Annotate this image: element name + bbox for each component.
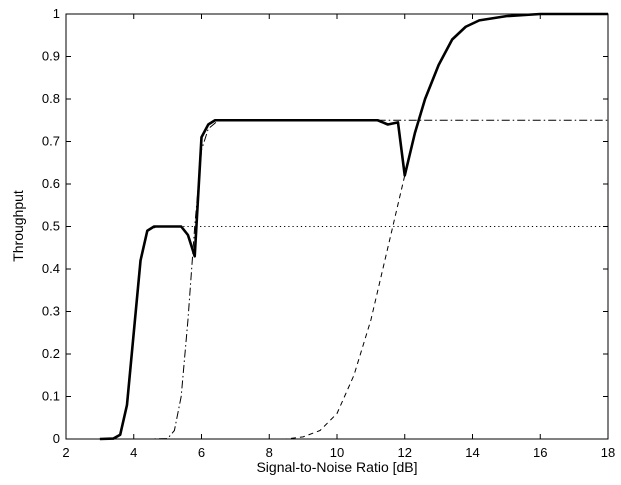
x-axis-title: Signal-to-Noise Ratio [dB] [256,459,417,475]
series-line-solid-bold [99,12,608,441]
x-tick-label: 10 [330,445,344,460]
y-tick-label: 0 [53,431,60,446]
y-tick-label: 0.7 [42,134,60,149]
y-tick-label: 0.1 [42,389,60,404]
series-layer [66,12,608,441]
x-tick-label: 4 [130,445,137,460]
y-tick-label: 0.3 [42,304,60,319]
plot-area [65,13,609,440]
x-tick-label: 6 [198,445,205,460]
x-tick-label: 12 [398,445,412,460]
x-tick-label: 18 [601,445,615,460]
y-tick-label: 0.2 [42,346,60,361]
series-line-dash-dot [66,119,608,440]
x-tick-label: 14 [465,445,479,460]
x-axis: 2 4 6 8 10 12 14 16 18 [62,14,615,460]
x-tick-label: 16 [533,445,547,460]
y-axis: 0 0.1 0.2 0.3 0.4 0.5 0.6 0.7 0.8 0.9 1 [42,6,608,446]
y-tick-label: 0.8 [42,91,60,106]
y-axis-title: Throughput [10,190,26,262]
y-tick-label: 0.9 [42,49,60,64]
y-tick-label: 1 [53,6,60,21]
y-tick-label: 0.5 [42,219,60,234]
x-tick-label: 8 [266,445,273,460]
y-tick-label: 0.4 [42,261,60,276]
y-tick-label: 0.6 [42,176,60,191]
x-tick-label: 2 [62,445,69,460]
